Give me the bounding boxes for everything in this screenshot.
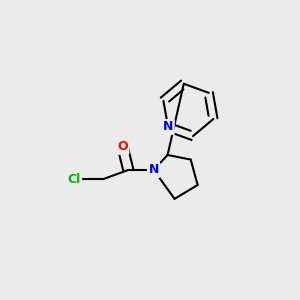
Text: N: N bbox=[163, 121, 173, 134]
Text: O: O bbox=[117, 140, 128, 153]
Text: N: N bbox=[148, 164, 159, 176]
Text: Cl: Cl bbox=[68, 173, 81, 186]
